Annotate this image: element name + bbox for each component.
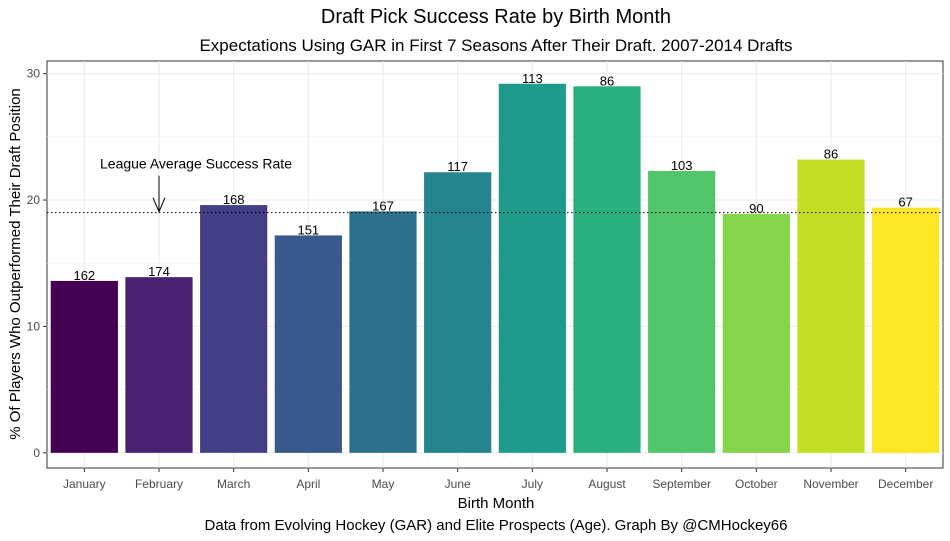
bar-value-label: 113 bbox=[522, 71, 543, 86]
bar-september bbox=[648, 170, 716, 453]
bar-value-label: 168 bbox=[223, 192, 245, 207]
value-labels: 162 174 168 151 167 117 113 86 103 90 86 67 bbox=[73, 71, 912, 283]
bar-october bbox=[722, 213, 790, 453]
bar-march bbox=[200, 205, 268, 453]
bar-june bbox=[424, 172, 492, 453]
bar-value-label: 151 bbox=[297, 222, 319, 237]
annotation: League Average Success Rate bbox=[100, 156, 292, 213]
bar-january bbox=[50, 280, 118, 453]
bars bbox=[50, 83, 940, 453]
y-tick-label: 0 bbox=[33, 446, 40, 460]
x-tick-label: August bbox=[588, 477, 626, 491]
bar-value-label: 86 bbox=[600, 73, 614, 88]
x-tick-label: November bbox=[803, 477, 858, 491]
y-axis-label: % Of Players Who Outperformed Their Draf… bbox=[7, 88, 24, 440]
bar-value-label: 174 bbox=[148, 264, 170, 279]
x-tick-label: June bbox=[445, 477, 471, 491]
bar-value-label: 117 bbox=[447, 159, 468, 174]
x-tick-label: March bbox=[217, 477, 250, 491]
bar-april bbox=[274, 235, 342, 453]
bar-february bbox=[125, 277, 193, 453]
plot-panel bbox=[46, 60, 944, 469]
bar-value-label: 103 bbox=[671, 158, 693, 173]
x-axis-label: Birth Month bbox=[458, 495, 535, 512]
y-tick-label: 10 bbox=[27, 319, 41, 333]
x-tick-label: September bbox=[652, 477, 711, 491]
bar-december bbox=[872, 207, 940, 453]
bar-may bbox=[349, 211, 417, 453]
chart-title: Draft Pick Success Rate by Birth Month bbox=[321, 6, 671, 28]
x-tick-label: December bbox=[878, 477, 933, 491]
x-tick-label: October bbox=[735, 477, 778, 491]
caption: Data from Evolving Hockey (GAR) and Elit… bbox=[205, 517, 788, 534]
x-tick-label: April bbox=[296, 477, 320, 491]
bar-august bbox=[573, 86, 641, 453]
x-tick-label: July bbox=[522, 477, 543, 491]
x-tick-label: May bbox=[372, 477, 395, 491]
bar-november bbox=[797, 159, 865, 453]
bar-value-label: 90 bbox=[749, 201, 763, 216]
bar-value-label: 162 bbox=[73, 268, 95, 283]
x-axis: January February March April May June July Augu… bbox=[63, 468, 933, 491]
y-tick-label: 30 bbox=[27, 67, 41, 81]
annotation-text: League Average Success Rate bbox=[100, 156, 292, 172]
bar-value-label: 167 bbox=[372, 198, 394, 213]
y-tick-label: 20 bbox=[27, 193, 41, 207]
x-tick-label: January bbox=[63, 477, 106, 491]
x-tick-label: February bbox=[135, 477, 183, 491]
chart-subtitle: Expectations Using GAR in First 7 Season… bbox=[199, 36, 792, 55]
bar-value-label: 86 bbox=[824, 147, 838, 162]
y-axis: 0 10 20 30 bbox=[27, 67, 47, 460]
annotation-arrow-head bbox=[152, 197, 166, 213]
bar-value-label: 67 bbox=[898, 195, 912, 210]
bar-july bbox=[498, 83, 566, 453]
